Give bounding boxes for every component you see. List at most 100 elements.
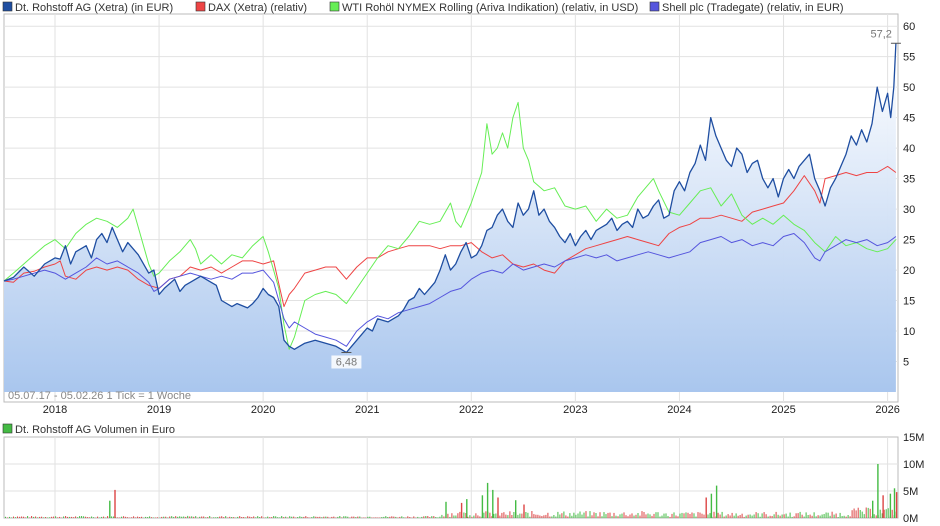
volume-bar: [567, 516, 569, 518]
volume-bar: [43, 517, 45, 518]
volume-bar: [651, 515, 653, 518]
volume-bar: [37, 517, 39, 518]
volume-bar: [865, 507, 867, 518]
volume-bar: [459, 511, 461, 518]
volume-bar: [571, 515, 573, 518]
volume-bar: [75, 516, 77, 518]
volume-bar-spike: [895, 492, 898, 518]
volume-bar: [73, 517, 75, 518]
volume-bar: [177, 516, 179, 518]
volume-bar: [161, 516, 163, 518]
volume-bar: [861, 511, 863, 518]
volume-bar: [303, 516, 305, 518]
volume-bar: [257, 516, 259, 518]
volume-bar: [835, 513, 837, 518]
volume-bar: [465, 513, 467, 518]
volume-bar: [559, 514, 561, 518]
volume-bar: [125, 516, 127, 518]
volume-bar: [563, 511, 565, 518]
volume-bar: [251, 517, 253, 518]
annotation-label-min: 6,48: [336, 356, 357, 368]
volume-bar: [403, 517, 405, 518]
volume-bar: [569, 513, 571, 518]
volume-bar-spike: [515, 500, 517, 518]
volume-tick-label: 15M: [903, 432, 924, 444]
volume-bar: [85, 516, 87, 518]
volume-bar: [455, 515, 457, 518]
volume-bar: [565, 515, 567, 518]
volume-bar: [521, 513, 523, 518]
volume-bar: [193, 516, 195, 518]
volume-bar: [759, 516, 761, 518]
volume-bar: [227, 517, 229, 518]
y-tick-label: 20: [903, 265, 915, 277]
volume-bar: [721, 511, 723, 518]
volume-bar: [543, 515, 545, 518]
volume-bar: [827, 512, 829, 518]
volume-bar: [97, 516, 99, 518]
volume-bar: [135, 517, 137, 518]
volume-bar: [807, 515, 809, 518]
volume-bar: [321, 517, 323, 518]
volume-bar: [639, 515, 641, 518]
volume-bar: [519, 513, 521, 518]
y-axis-ticks: 5 10 15 20 25 30 35 40 45 50 55 60: [903, 21, 915, 368]
volume-bar: [457, 513, 459, 518]
volume-bar: [625, 515, 627, 518]
volume-bar: [475, 513, 477, 518]
volume-bar: [163, 516, 165, 518]
volume-bar: [201, 516, 203, 518]
volume-bar: [23, 516, 25, 518]
volume-bar: [463, 512, 465, 518]
volume-bar: [511, 515, 513, 518]
volume-bar: [7, 517, 8, 518]
volume-bar: [801, 514, 803, 518]
volume-bar: [299, 516, 301, 518]
volume-bar: [401, 516, 403, 518]
volume-bar: [25, 517, 27, 518]
series-line-3: [3, 233, 897, 347]
volume-bar: [529, 516, 531, 518]
volume-bar: [253, 516, 255, 518]
volume-bar: [499, 515, 501, 518]
volume-bar: [123, 516, 125, 518]
legend-swatch-2: [329, 1, 340, 12]
volume-bar: [189, 516, 191, 518]
volume-bar: [751, 515, 753, 518]
volume-bar: [729, 515, 731, 518]
volume-bar: [663, 513, 665, 518]
volume-bar: [429, 517, 431, 518]
volume-bar: [35, 516, 37, 518]
volume-bar: [665, 513, 667, 518]
volume-bar: [437, 517, 439, 518]
volume-bar: [121, 516, 123, 518]
series-line-2: [3, 101, 897, 350]
volume-bar: [793, 516, 795, 518]
volume-bar: [449, 516, 451, 518]
volume-bar: [843, 515, 845, 518]
volume-bar: [47, 517, 49, 518]
volume-bar: [373, 517, 375, 518]
volume-bar: [245, 517, 247, 518]
volume-bar: [5, 516, 6, 518]
volume-bar: [617, 516, 619, 518]
volume-bar: [605, 514, 607, 518]
x-tick-label: 2021: [355, 404, 379, 416]
volume-bar: [27, 516, 29, 518]
volume-bar: [623, 512, 625, 518]
volume-bar: [443, 516, 445, 518]
volume-bar: [631, 513, 633, 518]
volume-bar: [431, 516, 433, 518]
volume-bar: [169, 516, 171, 518]
volume-bar: [879, 509, 881, 518]
volume-bar-spike: [497, 497, 499, 518]
volume-bar: [181, 516, 183, 518]
volume-bar: [545, 514, 547, 518]
volume-bar-spike: [893, 488, 896, 518]
volume-bar: [725, 515, 727, 518]
volume-bar: [771, 516, 773, 518]
volume-bar: [799, 511, 801, 518]
volume-bar: [327, 516, 329, 518]
volume-bar: [867, 507, 869, 518]
